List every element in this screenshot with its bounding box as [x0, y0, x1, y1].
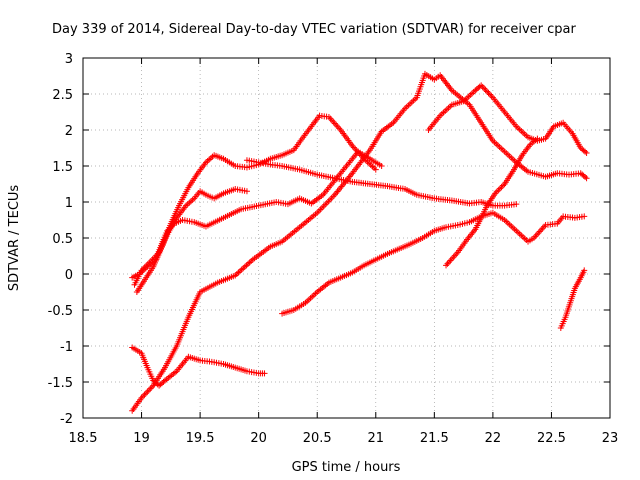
y-tick-label: 0.5 [52, 232, 73, 247]
x-tick-label: 19.5 [186, 431, 215, 446]
data-point [473, 86, 480, 93]
data-point [513, 201, 520, 208]
x-tick-label: 20.5 [303, 431, 332, 446]
data-point [581, 213, 588, 220]
series-sat-f [279, 209, 588, 317]
x-tick-label: 22 [485, 431, 502, 446]
data-point [582, 148, 589, 155]
data-point [153, 380, 160, 387]
data-point [583, 175, 590, 182]
data-point [372, 166, 379, 173]
data-point [475, 84, 482, 91]
data-point [261, 370, 268, 377]
y-axis-title: SDTVAR / TECUs [7, 185, 22, 292]
data-point [159, 380, 166, 387]
y-tick-label: 0 [65, 268, 73, 283]
data-point [579, 146, 586, 153]
data-point [579, 171, 586, 178]
series-line [281, 212, 585, 315]
chart-title: Day 339 of 2014, Sidereal Day-to-day VTE… [52, 22, 576, 37]
y-tick-label: -2 [60, 412, 73, 427]
data-point [583, 150, 590, 157]
series-sat-h [425, 82, 590, 157]
y-tick-label: 1.5 [52, 160, 73, 175]
y-tick-label: -1 [60, 340, 73, 355]
data-point [151, 378, 158, 385]
data-point [577, 145, 584, 151]
y-tick-label: 2 [65, 124, 73, 139]
x-tick-label: 19 [133, 431, 150, 446]
x-tick-label: 23 [602, 431, 619, 446]
data-point [157, 381, 164, 388]
y-tick-label: 2.5 [52, 88, 73, 103]
data-point [581, 267, 588, 274]
data-point [243, 188, 250, 195]
data-point [577, 170, 584, 177]
y-tick-label: -1.5 [48, 376, 73, 391]
x-tick-label: 21 [368, 431, 385, 446]
series-sat-d [133, 112, 379, 295]
data-point [160, 378, 167, 385]
data-point [156, 382, 163, 389]
data-point [580, 172, 587, 179]
y-tick-label: -0.5 [48, 304, 73, 319]
series-sat-i [443, 135, 541, 269]
y-tick-label: 3 [65, 52, 73, 67]
x-tick-label: 22.5 [537, 431, 566, 446]
data-point [472, 87, 479, 94]
series-sat-e [243, 157, 520, 209]
x-tick-label: 21.5 [420, 431, 449, 446]
series-sat-a [129, 70, 590, 414]
axis-ticks: 18.5 19 19.5 20 20.5 21 21.5 22 22.5 23-2-1.5-1-0… [48, 52, 619, 446]
data-point [580, 147, 587, 154]
data-point [378, 163, 385, 169]
data-point [582, 173, 589, 180]
y-tick-label: 1 [65, 196, 73, 211]
x-tick-label: 18.5 [69, 431, 98, 446]
series-sat-j [557, 267, 588, 331]
data-point [534, 135, 541, 142]
x-tick-label: 20 [250, 431, 267, 446]
x-axis-title: GPS time / hours [292, 460, 401, 475]
series-sat-b [129, 148, 385, 281]
series-layer [129, 70, 590, 414]
series-sat-g [129, 344, 268, 389]
data-point [150, 377, 157, 384]
